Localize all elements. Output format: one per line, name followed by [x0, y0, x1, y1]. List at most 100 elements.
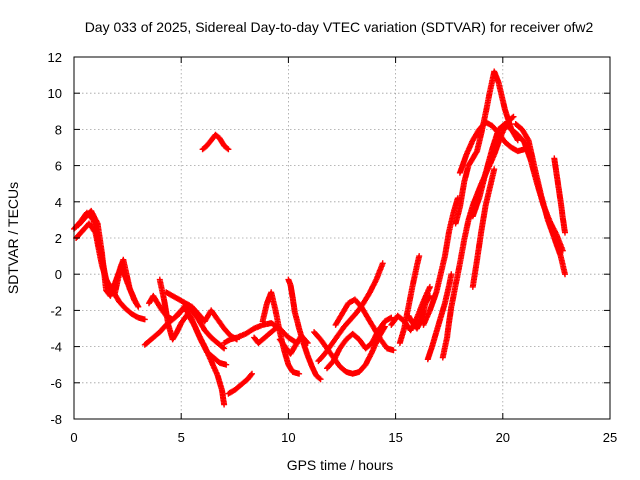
data-point-group: [501, 121, 514, 132]
data-point-group: [482, 119, 494, 129]
data-point-group: [272, 307, 283, 334]
data-point-group: [551, 155, 560, 175]
data-point-group: [238, 377, 250, 388]
data-point-group: [191, 321, 203, 341]
y-tick-label: -2: [50, 303, 62, 318]
data-point-group: [538, 193, 551, 222]
data-point-group: [289, 368, 303, 377]
data-point-group: [341, 317, 353, 330]
data-point-group: [512, 121, 524, 132]
data-point-group: [384, 345, 397, 354]
data-point-group: [461, 218, 472, 243]
data-point-group: [287, 282, 296, 300]
data-point-group: [452, 205, 463, 227]
data-point-group: [214, 316, 227, 331]
data-point-group: [141, 337, 154, 348]
data-point-group: [203, 138, 214, 149]
data-point-group: [336, 363, 349, 374]
data-point-group: [214, 372, 225, 392]
data-point-group: [116, 298, 128, 311]
data-point-group: [201, 327, 214, 340]
data-point-group: [349, 330, 362, 342]
data-point-group: [203, 349, 216, 360]
x-tick-label: 20: [496, 430, 510, 445]
data-point-group: [347, 310, 360, 323]
data-point-group: [444, 319, 452, 341]
data-point-group: [148, 330, 162, 343]
data-point-group: [559, 215, 568, 236]
series-prn-v: [420, 195, 461, 328]
data-point-group: [486, 166, 498, 191]
data-point-group: [195, 316, 207, 332]
data-point-group: [242, 326, 256, 337]
series-prn-ac: [512, 121, 568, 278]
data-point-group: [553, 169, 562, 189]
x-tick-label: 15: [388, 430, 402, 445]
data-point-group: [332, 312, 345, 328]
data-point-group: [439, 336, 450, 361]
x-tick-label: 5: [178, 430, 185, 445]
data-point-group: [324, 359, 336, 372]
data-point-group: [557, 253, 568, 278]
data-point-group: [491, 135, 504, 158]
x-axis-label: GPS time / hours: [287, 457, 394, 473]
series-prn-k: [251, 325, 279, 346]
data-point-group: [461, 164, 472, 185]
data-point-group: [409, 263, 420, 289]
data-point-group: [441, 283, 452, 307]
y-tick-label: 8: [55, 122, 62, 137]
data-point-group: [495, 79, 508, 111]
data-point-group: [122, 305, 134, 317]
data-point-group: [553, 231, 566, 254]
data-point-group: [221, 142, 232, 153]
data-point-group: [446, 305, 455, 325]
data-point-group: [422, 292, 433, 307]
data-point-group: [150, 292, 162, 309]
data-point-group: [169, 311, 181, 323]
x-tick-label: 25: [603, 430, 617, 445]
series-prn-c: [75, 207, 140, 307]
data-point-group: [276, 336, 289, 351]
data-point-group: [508, 126, 520, 137]
data-point-group: [98, 249, 109, 292]
data-point-group: [75, 216, 87, 229]
data-point-group: [334, 325, 347, 339]
data-point-group: [369, 336, 381, 355]
series-prn-r: [332, 296, 397, 354]
data-point-group: [330, 346, 343, 365]
chart-title: Day 033 of 2025, Sidereal Day-to-day VTE…: [85, 19, 594, 35]
data-point-group: [474, 131, 484, 155]
data-point-group: [107, 276, 120, 299]
data-point-group: [474, 229, 485, 263]
data-point-group: [469, 127, 482, 144]
data-point-group: [358, 303, 370, 320]
data-point-group: [371, 325, 383, 341]
series-prn-g: [163, 289, 240, 343]
data-point-group: [420, 308, 433, 328]
data-point-group: [405, 283, 416, 310]
data-point-group: [501, 139, 514, 150]
series-prn-y: [452, 68, 521, 227]
data-point-group: [351, 296, 364, 309]
data-point-group: [482, 147, 495, 176]
y-tick-label: 10: [48, 86, 62, 101]
data-point-group: [221, 325, 233, 338]
data-point-group: [244, 370, 255, 383]
series-prn-f: [156, 276, 230, 368]
data-point-group: [313, 372, 324, 383]
data-point-group: [216, 359, 230, 368]
data-point-group: [525, 137, 538, 171]
data-point-group: [225, 387, 237, 397]
data-point-group: [156, 276, 167, 301]
y-tick-label: 4: [55, 195, 62, 210]
y-tick-label: -4: [50, 340, 62, 355]
data-point-group: [126, 285, 140, 307]
series-prn-ab: [469, 166, 498, 290]
data-point-group: [418, 301, 429, 323]
series-prn-w: [424, 271, 455, 363]
data-point-group: [184, 311, 197, 327]
data-point-group: [156, 322, 169, 336]
data-point-group: [360, 290, 373, 307]
data-point-group: [414, 253, 423, 269]
